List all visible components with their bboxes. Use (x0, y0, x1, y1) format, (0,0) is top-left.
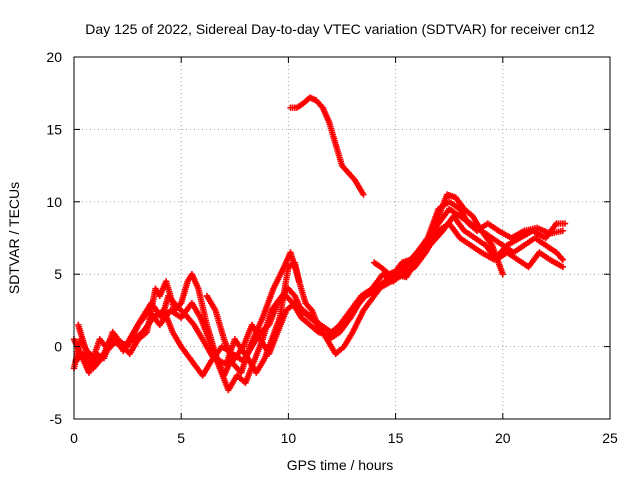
y-tick-label: -5 (50, 411, 63, 427)
gridlines (74, 57, 610, 419)
data-point-marker (499, 271, 506, 278)
y-tick-label: 20 (46, 49, 62, 65)
y-axis-label: SDTVAR / TECUs (6, 182, 22, 294)
data-series-track-b (75, 205, 567, 394)
data-point-marker (360, 191, 367, 198)
x-axis-label: GPS time / hours (287, 457, 394, 473)
data-point-marker (561, 220, 569, 227)
axis-ticks: 0 5 10 15 20 25 -5 0 5 10 15 20 (46, 49, 618, 446)
x-tick-label: 5 (177, 430, 185, 446)
data-point-marker (559, 227, 567, 234)
x-tick-label: 15 (388, 430, 404, 446)
y-tick-label: 15 (46, 121, 62, 137)
data-series-track-e (287, 94, 367, 198)
x-tick-label: 0 (70, 430, 78, 446)
data-point-marker (559, 256, 567, 263)
x-tick-label: 10 (281, 430, 297, 446)
data-series-track-f (370, 198, 567, 278)
x-tick-label: 25 (602, 430, 618, 446)
plot-frame (73, 56, 611, 420)
y-tick-label: 10 (46, 194, 62, 210)
data-point-marker (295, 278, 303, 285)
y-tick-label: 0 (54, 339, 62, 355)
x-tick-label: 20 (495, 430, 511, 446)
chart-title: Day 125 of 2022, Sidereal Day-to-day VTE… (85, 21, 595, 37)
data-point-marker (559, 263, 567, 271)
data-markers (70, 94, 569, 394)
y-tick-label: 5 (54, 266, 62, 282)
